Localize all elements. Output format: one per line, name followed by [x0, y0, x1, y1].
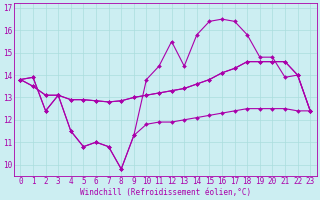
X-axis label: Windchill (Refroidissement éolien,°C): Windchill (Refroidissement éolien,°C) — [80, 188, 251, 197]
